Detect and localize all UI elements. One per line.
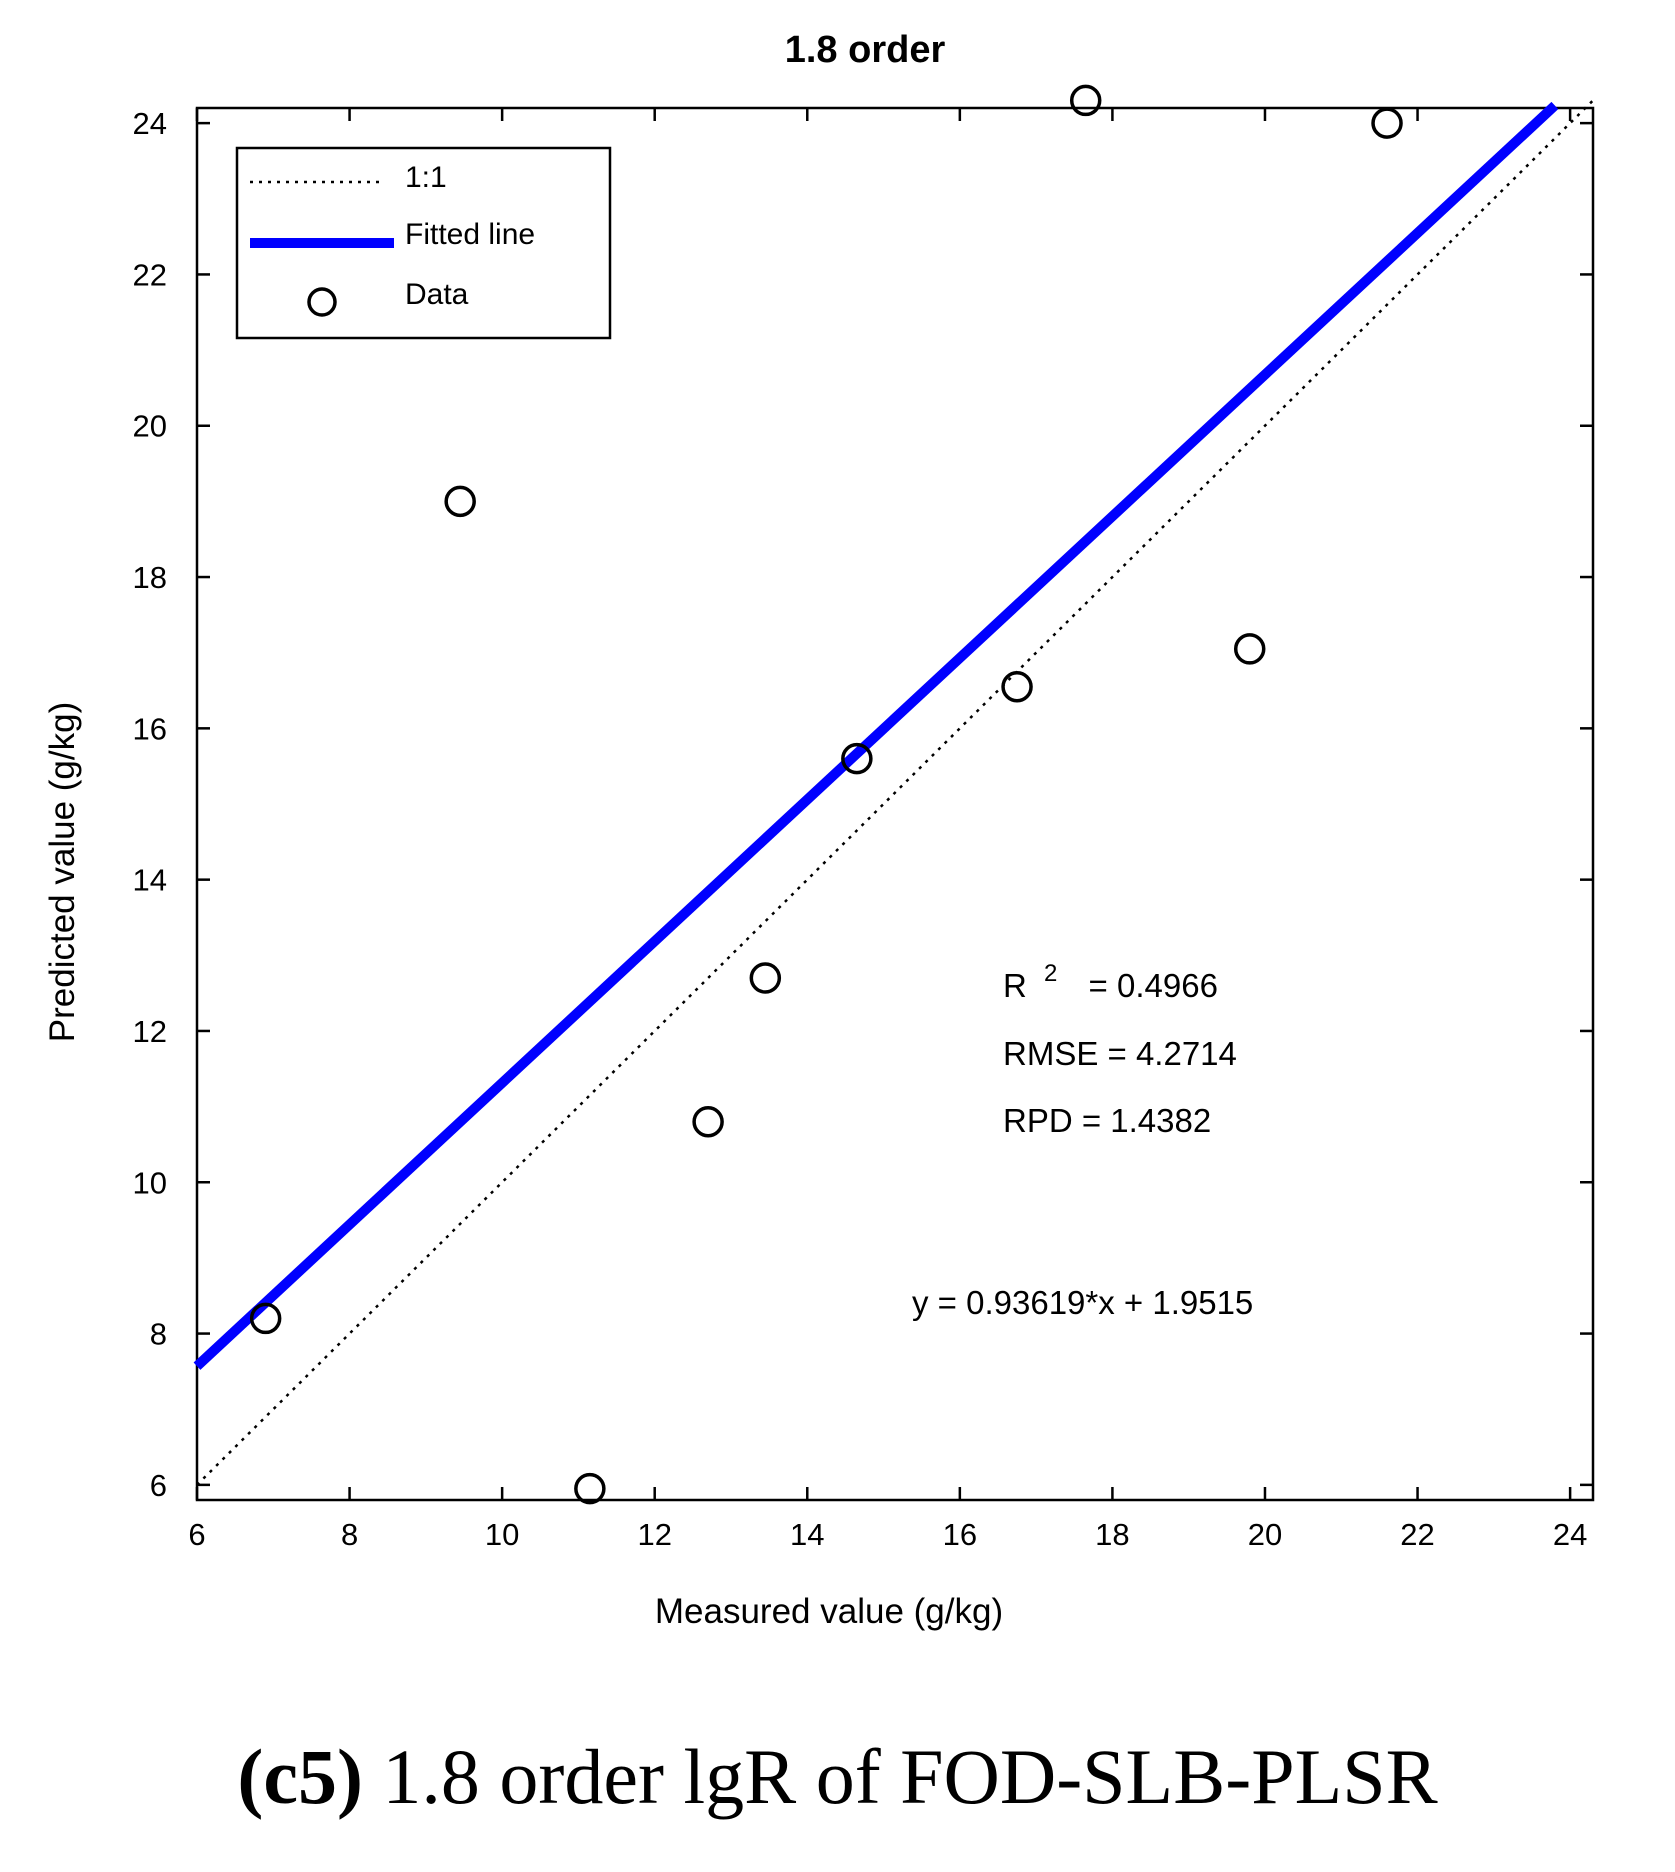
caption-text: 1.8 order lgR of FOD-SLB-PLSR — [362, 1733, 1438, 1820]
data-point — [249, 1302, 282, 1335]
x-tick-label: 8 — [341, 1517, 358, 1552]
y-tick-label: 6 — [150, 1468, 167, 1503]
rpd-annotation: RPD = 1.4382 — [1003, 1102, 1211, 1139]
r2-label: R — [1003, 967, 1027, 1004]
data-point — [1233, 633, 1266, 665]
r2-superscript: 2 — [1044, 960, 1057, 987]
data-point — [444, 485, 476, 518]
data-point — [841, 742, 873, 775]
legend-swatch-data-marker — [307, 287, 337, 317]
x-tick-labels: 6 8 10 12 14 16 18 20 22 24 — [188, 1517, 1587, 1552]
data-point — [1001, 670, 1033, 703]
y-tick-label: 16 — [133, 711, 167, 746]
fitted-line — [193, 101, 1559, 1370]
x-tick-label: 20 — [1248, 1517, 1282, 1552]
data-point — [749, 962, 782, 994]
x-axis-label: Measured value (g/kg) — [655, 1592, 1003, 1631]
x-tick-label: 6 — [188, 1517, 205, 1552]
legend: 1:1 Fitted line Data — [235, 146, 612, 340]
legend-label-fitted-line: Fitted line — [405, 218, 535, 251]
y-tick-label: 18 — [133, 560, 167, 595]
y-tick-label: 24 — [133, 106, 167, 141]
one-to-one-line — [196, 99, 1594, 1486]
legend-label-data: Data — [405, 278, 469, 311]
chart-title: 1.8 order — [785, 29, 946, 71]
y-tick-label: 20 — [133, 409, 167, 444]
x-tick-label: 22 — [1400, 1517, 1434, 1552]
figure-caption: (c5) 1.8 order lgR of FOD-SLB-PLSR — [0, 1732, 1675, 1822]
y-tick-label: 10 — [133, 1165, 167, 1200]
x-tick-label: 14 — [790, 1517, 824, 1552]
y-tick-label: 12 — [133, 1014, 167, 1049]
legend-label-one-to-one: 1:1 — [405, 161, 447, 194]
data-point — [574, 1472, 606, 1505]
x-tick-label: 16 — [943, 1517, 977, 1552]
plot-area-frame — [195, 106, 1595, 1502]
data-points — [249, 84, 1403, 1505]
r2-value: = 0.4966 — [1089, 967, 1218, 1004]
x-tick-label: 18 — [1095, 1517, 1129, 1552]
x-tick-label: 24 — [1553, 1517, 1587, 1552]
y-tick-label: 22 — [133, 257, 167, 292]
x-tick-label: 12 — [637, 1517, 671, 1552]
rmse-annotation: RMSE = 4.2714 — [1003, 1035, 1237, 1072]
data-point — [1069, 84, 1102, 117]
x-tick-label: 10 — [485, 1517, 519, 1552]
y-axis-label: Predicted value (g/kg) — [43, 702, 82, 1042]
axis-ticks — [195, 108, 1593, 1500]
y-tick-label: 14 — [133, 863, 167, 898]
equation-annotation: y = 0.93619*x + 1.9515 — [912, 1284, 1253, 1321]
y-tick-label: 8 — [150, 1317, 167, 1352]
data-point — [1371, 107, 1403, 139]
caption-label: (c5) — [237, 1733, 363, 1820]
chart: 1.8 order 6 8 10 12 14 16 18 20 22 24 6 8 10 12 14 16 1… — [43, 29, 1595, 1631]
r2-annotation: R 2 = 0.4966 — [1003, 951, 1218, 1004]
data-point — [692, 1105, 724, 1138]
y-tick-labels: 6 8 10 12 14 16 18 20 22 24 — [133, 106, 167, 1503]
